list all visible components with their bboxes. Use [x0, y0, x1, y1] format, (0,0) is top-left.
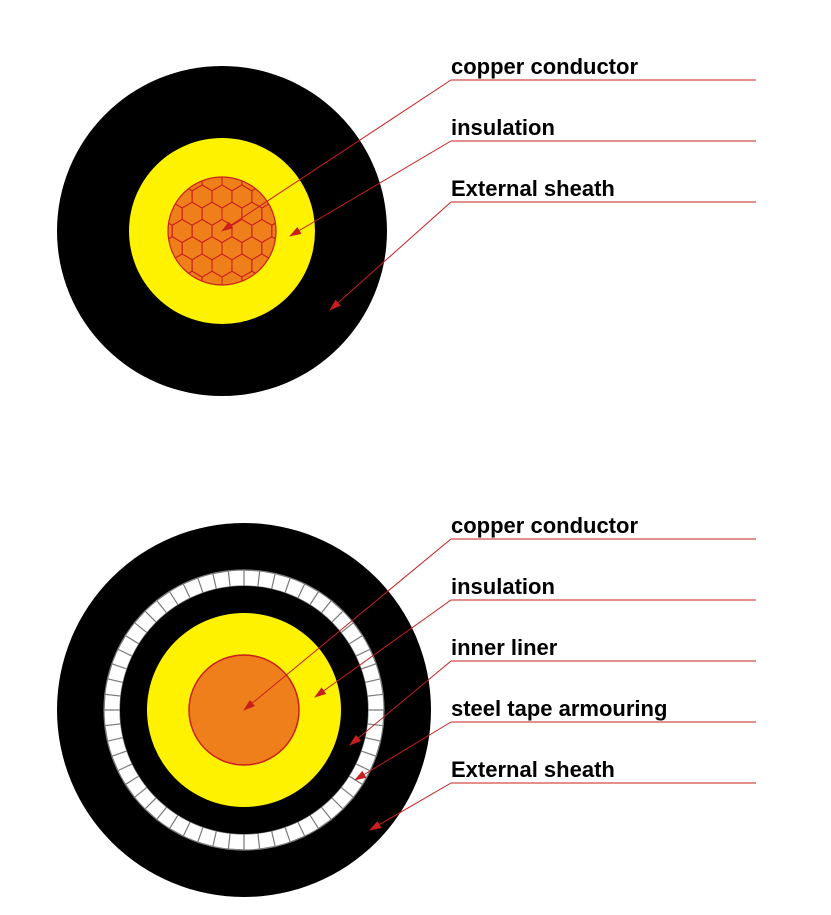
bottom-label-4: External sheath: [451, 757, 615, 783]
cable-diagram-stage: [0, 0, 831, 915]
top-label-1: insulation: [451, 115, 555, 141]
top-label-2: External sheath: [451, 176, 615, 202]
bottom-label-2: inner liner: [451, 635, 557, 661]
bottom-label-0: copper conductor: [451, 513, 638, 539]
top-label-0: copper conductor: [451, 54, 638, 80]
bottom-label-1: insulation: [451, 574, 555, 600]
bottom-label-3: steel tape armouring: [451, 696, 667, 722]
